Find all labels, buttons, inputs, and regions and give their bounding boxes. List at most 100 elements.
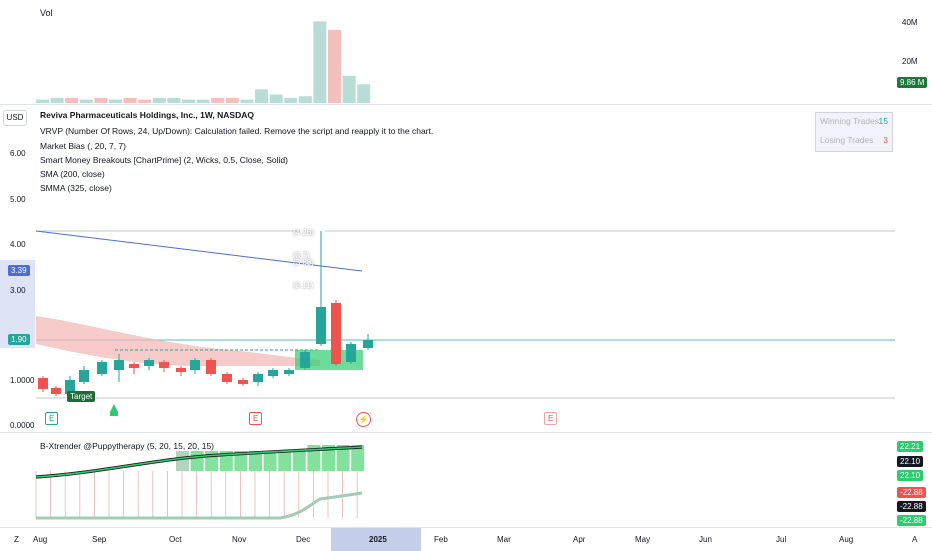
volume-bar <box>269 94 283 103</box>
candle-body <box>284 370 294 374</box>
candle-body <box>190 360 200 370</box>
trend-bar <box>190 451 204 471</box>
time-axis[interactable]: Z Aug Sep Oct Nov Dec 2025 Feb Mar Apr M… <box>0 527 932 551</box>
volume-bar <box>240 99 254 103</box>
winning-trades-value: 15 <box>878 116 888 126</box>
volume-bar <box>138 99 152 103</box>
candle-body <box>268 370 278 376</box>
candle-body <box>65 380 75 394</box>
winning-trades-label: Winning Trades <box>820 116 880 126</box>
volume-pane[interactable]: Vol 40M 20M 9.86 M <box>0 0 932 104</box>
volume-bar <box>255 89 268 103</box>
earnings-marker[interactable]: E <box>249 412 263 425</box>
volume-bar <box>328 29 341 103</box>
volume-last-badge: 9.86 M <box>897 77 928 88</box>
level-label: (3.63) <box>293 258 314 267</box>
price-axis-label: 1.0000 <box>10 376 35 385</box>
candle-body <box>316 307 326 344</box>
time-range-highlight <box>331 528 421 551</box>
indicator-title[interactable]: B-Xtrender @Puppytherapy (5, 20, 15, 20,… <box>40 441 215 451</box>
time-label: Aug <box>839 535 854 544</box>
trend-bar <box>351 445 365 471</box>
buy-arrow-stem <box>110 412 118 416</box>
volume-bar <box>94 97 108 103</box>
time-axis-left-button[interactable]: Z <box>14 535 19 544</box>
legend-vrvp[interactable]: VRVP (Number Of Rows, 24, Up/Down): Calc… <box>40 126 434 136</box>
trend-bar <box>176 451 189 471</box>
currency-button[interactable]: USD <box>3 110 27 126</box>
time-label: Sep <box>92 535 107 544</box>
volume-histogram <box>36 21 371 103</box>
losing-trades-label: Losing Trades <box>820 135 874 145</box>
pane-separator[interactable] <box>0 104 932 105</box>
trend-bar <box>322 445 335 471</box>
earnings-marker[interactable]: E <box>45 412 59 425</box>
volume-bar <box>123 97 137 103</box>
volume-bar <box>284 97 298 103</box>
time-axis-right-button[interactable]: A <box>912 535 918 544</box>
indicator-badge: 22.21 <box>897 441 924 452</box>
price-chart <box>0 230 895 416</box>
symbol-legend[interactable]: Reviva Pharmaceuticals Holdings, Inc., 1… <box>40 110 254 120</box>
volume-bar <box>342 75 356 103</box>
volume-bar <box>211 97 225 103</box>
price-axis-label: 3.00 <box>10 286 26 295</box>
smma-cloud <box>36 316 320 366</box>
b-xtrender-chart <box>35 445 365 520</box>
candle-body <box>129 364 139 368</box>
trend-bar <box>249 451 262 471</box>
indicator-badge: -22.88 <box>897 501 926 512</box>
candle-body <box>331 303 341 364</box>
legend-smma[interactable]: SMMA (325, close) <box>40 183 112 193</box>
indicator-pane[interactable] <box>0 433 932 526</box>
volume-bar <box>225 97 239 103</box>
volume-bar <box>313 21 327 103</box>
candle-body <box>222 374 232 382</box>
trades-table: Winning Trades 15 Losing Trades 3 <box>815 112 893 152</box>
time-label: May <box>635 535 651 544</box>
time-label: Feb <box>434 535 448 544</box>
volume-axis-label-40m: 40M <box>902 18 918 27</box>
level-label: (3.7) <box>293 251 310 260</box>
legend-sma[interactable]: SMA (200, close) <box>40 169 105 179</box>
pane-separator[interactable] <box>0 432 932 433</box>
candle-body <box>144 360 154 366</box>
legend-smart-money[interactable]: Smart Money Breakouts [ChartPrime] (2, W… <box>40 155 288 165</box>
time-label: Mar <box>497 535 511 544</box>
dividend-lightning-icon[interactable]: ⚡ <box>356 412 371 427</box>
volume-bar <box>109 99 122 103</box>
price-axis-label: 0.0000 <box>10 421 35 430</box>
time-label: Jun <box>699 535 712 544</box>
candle-body <box>253 374 263 382</box>
time-label: Nov <box>232 535 247 544</box>
candle-body <box>300 352 310 368</box>
candle-body <box>176 368 186 372</box>
indicator-badge: -22.88 <box>897 515 926 526</box>
time-label: Apr <box>573 535 586 544</box>
trend-line <box>35 446 363 478</box>
buy-arrow-icon <box>110 404 118 412</box>
time-label: Jul <box>776 535 787 544</box>
time-label: Dec <box>296 535 311 544</box>
last-price-badge: 1.90 <box>8 334 30 345</box>
target-label: Target <box>67 391 96 402</box>
volume-bar <box>50 97 64 103</box>
main-price-pane[interactable] <box>0 104 932 432</box>
level-label: (3.11) <box>293 281 314 290</box>
time-label: 2025 <box>369 535 387 544</box>
volume-bar <box>167 97 181 103</box>
lower-trend-line <box>36 491 363 520</box>
sma-line <box>35 230 363 272</box>
candle-body <box>38 378 48 389</box>
volume-bar <box>182 99 195 103</box>
volume-bar <box>36 99 49 103</box>
trend-bar <box>336 445 350 471</box>
earnings-marker[interactable]: E <box>544 412 558 425</box>
trend-bar <box>234 451 248 471</box>
candle-body <box>97 362 107 374</box>
volume-title: Vol <box>40 8 53 18</box>
volume-axis-label-20m: 20M <box>902 57 918 66</box>
time-label: Aug <box>33 535 48 544</box>
indicator-badge: -22.88 <box>897 487 926 498</box>
legend-market-bias[interactable]: Market Bias (, 20, 7, 7) <box>40 141 126 151</box>
